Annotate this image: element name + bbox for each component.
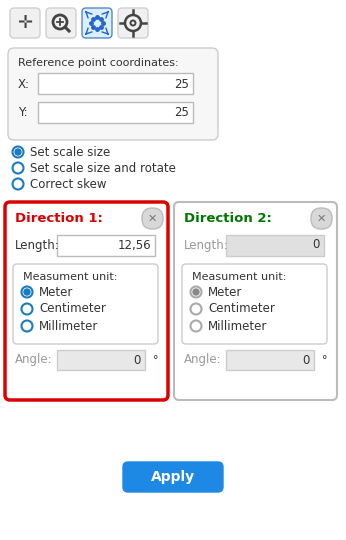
FancyBboxPatch shape <box>142 208 163 229</box>
Text: Meter: Meter <box>208 286 243 299</box>
Text: X:: X: <box>18 78 30 91</box>
Text: Measument unit:: Measument unit: <box>23 272 117 282</box>
FancyBboxPatch shape <box>123 462 223 492</box>
Text: ✛: ✛ <box>17 14 33 32</box>
Bar <box>38 73 193 94</box>
Text: ✕: ✕ <box>148 213 157 224</box>
FancyBboxPatch shape <box>10 8 40 38</box>
Bar <box>57 235 155 256</box>
FancyBboxPatch shape <box>311 208 332 229</box>
Text: Correct skew: Correct skew <box>30 178 107 191</box>
Bar <box>226 350 314 370</box>
FancyBboxPatch shape <box>46 8 76 38</box>
FancyBboxPatch shape <box>182 264 327 344</box>
Text: 12,56: 12,56 <box>117 239 151 252</box>
Text: Length:: Length: <box>15 239 60 252</box>
Text: Apply: Apply <box>151 470 195 484</box>
Text: 0: 0 <box>303 354 310 367</box>
FancyBboxPatch shape <box>174 202 337 400</box>
Text: 0: 0 <box>313 239 320 252</box>
Text: Length:: Length: <box>184 239 229 252</box>
Text: Reference point coordinates:: Reference point coordinates: <box>18 58 179 68</box>
Text: Millimeter: Millimeter <box>39 320 98 333</box>
Text: 25: 25 <box>174 106 189 119</box>
FancyBboxPatch shape <box>8 48 218 140</box>
Text: Angle:: Angle: <box>15 354 53 367</box>
Text: °: ° <box>153 355 158 365</box>
Bar <box>226 235 324 256</box>
Circle shape <box>24 289 30 295</box>
Text: Direction 1:: Direction 1: <box>15 212 103 225</box>
Text: 25: 25 <box>174 78 189 91</box>
Text: Y:: Y: <box>18 106 28 119</box>
Circle shape <box>193 289 199 295</box>
Text: Set scale size: Set scale size <box>30 145 110 159</box>
Bar <box>57 350 145 370</box>
Text: Measument unit:: Measument unit: <box>192 272 286 282</box>
Text: 0: 0 <box>134 354 141 367</box>
Bar <box>38 102 193 123</box>
Text: Meter: Meter <box>39 286 73 299</box>
FancyBboxPatch shape <box>13 264 158 344</box>
Text: Centimeter: Centimeter <box>39 302 106 315</box>
Text: °: ° <box>322 355 328 365</box>
FancyBboxPatch shape <box>118 8 148 38</box>
Text: ✕: ✕ <box>317 213 326 224</box>
Text: Set scale size and rotate: Set scale size and rotate <box>30 161 176 174</box>
Text: Millimeter: Millimeter <box>208 320 267 333</box>
FancyBboxPatch shape <box>5 202 168 400</box>
Text: Direction 2:: Direction 2: <box>184 212 272 225</box>
Circle shape <box>15 149 21 155</box>
Text: Centimeter: Centimeter <box>208 302 275 315</box>
Text: Angle:: Angle: <box>184 354 222 367</box>
FancyBboxPatch shape <box>82 8 112 38</box>
